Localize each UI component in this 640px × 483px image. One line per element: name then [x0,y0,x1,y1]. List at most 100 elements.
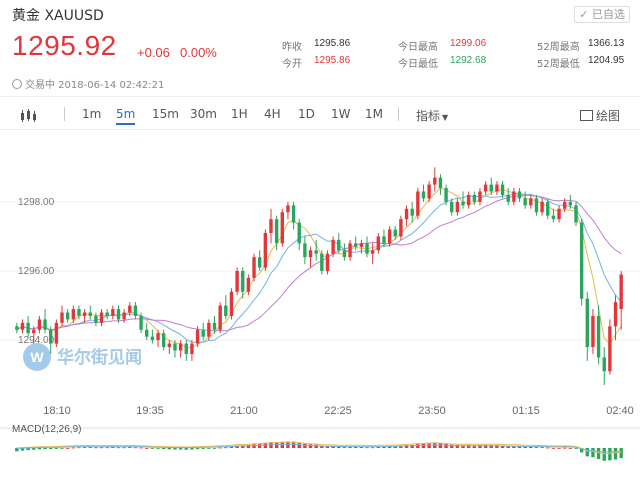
macd-bar [314,444,318,448]
macd-bar [77,447,81,449]
watermark-text: 华尔街见闻 [57,347,142,368]
macd-bar [365,447,369,449]
interval-30m[interactable]: 30m [190,107,217,121]
macd-bar [500,445,505,448]
macd-bar [303,443,307,448]
candle-body [354,243,358,247]
candle [433,167,437,192]
macd-bar [252,444,256,448]
candle-body [49,329,53,344]
candle-body [156,333,160,341]
candle [608,319,612,375]
y-tick-label: 1294.00 [18,335,55,346]
macd-bar [472,445,477,448]
candle-body [466,194,471,206]
interval-4h[interactable]: 4H [264,107,281,121]
candle [297,219,301,251]
interval-1d[interactable]: 1D [298,107,315,121]
candlestick-series [15,167,623,386]
candle [466,191,471,209]
candle-body [563,201,567,209]
draw-button[interactable]: 绘图 [580,107,620,123]
stat-open-value: 1295.86 [314,55,351,66]
candle-body [195,329,200,344]
macd-bar [201,448,205,449]
candle-body [184,343,188,354]
candle-body [280,212,284,244]
candle [212,315,217,334]
candle [71,305,75,323]
candle-body [461,201,465,206]
indicators-dropdown[interactable]: 指标 ▼ [416,107,448,123]
price-change: +0.06 [137,45,170,60]
candle-body [517,191,522,199]
candle-body [382,236,386,244]
candle-body [105,312,109,316]
interval-5m[interactable]: 5m [116,107,136,125]
candle-body [325,253,330,271]
candle [241,267,245,299]
candle [325,250,330,275]
interval-1w[interactable]: 1W [331,107,351,121]
candle-body [167,343,172,348]
candle-body [404,208,409,220]
macd-bar [145,448,149,449]
price-chart[interactable]: 1294.00 1296.00 1298.00 W 华尔街见闻 18:10 19:35… [0,130,640,483]
candle-body [116,309,121,320]
y-axis-labels: 1294.00 1296.00 1298.00 [18,197,55,346]
candle [517,188,522,202]
interval-1m[interactable]: 1m [82,107,102,121]
candle [512,188,516,206]
candle-body [489,184,493,192]
macd-bar [421,443,426,448]
candle [94,312,98,327]
draw-icon [580,110,593,121]
stat-day-low-value: 1292.68 [450,55,487,66]
candle [359,239,364,254]
candle-body [150,336,155,341]
candle [410,201,414,223]
candle [563,198,567,213]
candle-body [348,243,352,258]
interval-15m[interactable]: 15m [152,107,179,121]
watchlist-added-button[interactable]: ✓ 已自选 [574,6,630,23]
macd-bar [122,447,126,449]
candle-body [359,243,364,247]
macd-bar [246,444,251,448]
candle [20,319,25,334]
x-tick-label: 21:00 [230,405,258,417]
ma10-line [16,193,622,343]
macd-bar [359,446,364,448]
candle-body [455,201,460,213]
candle-body [207,322,211,337]
candle-body [529,198,533,206]
candle [105,309,109,320]
candle-body [286,205,290,213]
macd-bar [608,448,612,461]
candle [602,347,606,386]
interval-1h[interactable]: 1H [231,107,248,121]
candle-body [77,309,81,316]
macd-bar [506,446,510,448]
candlestick-type-icon[interactable] [20,108,38,122]
toolbar-divider [0,129,640,130]
candle-body [139,315,143,330]
candle [224,295,228,320]
candle [421,184,426,202]
stat-prev-close-label: 昨收 [282,42,302,53]
candle-body [178,343,183,351]
candle-body [274,219,279,244]
macd-bar [455,444,460,448]
candle-body [472,194,477,202]
last-price: 1295.92 [12,30,117,61]
macd-bar [224,447,228,449]
macd-bar [387,446,392,448]
candle-body [500,184,505,195]
interval-1month[interactable]: 1M [365,107,383,121]
ma5-line [16,187,622,349]
macd-bar [416,444,420,448]
x-tick-label: 01:15 [512,405,540,417]
candle [365,236,369,258]
macd-bar [71,447,75,449]
candle-body [512,191,516,202]
